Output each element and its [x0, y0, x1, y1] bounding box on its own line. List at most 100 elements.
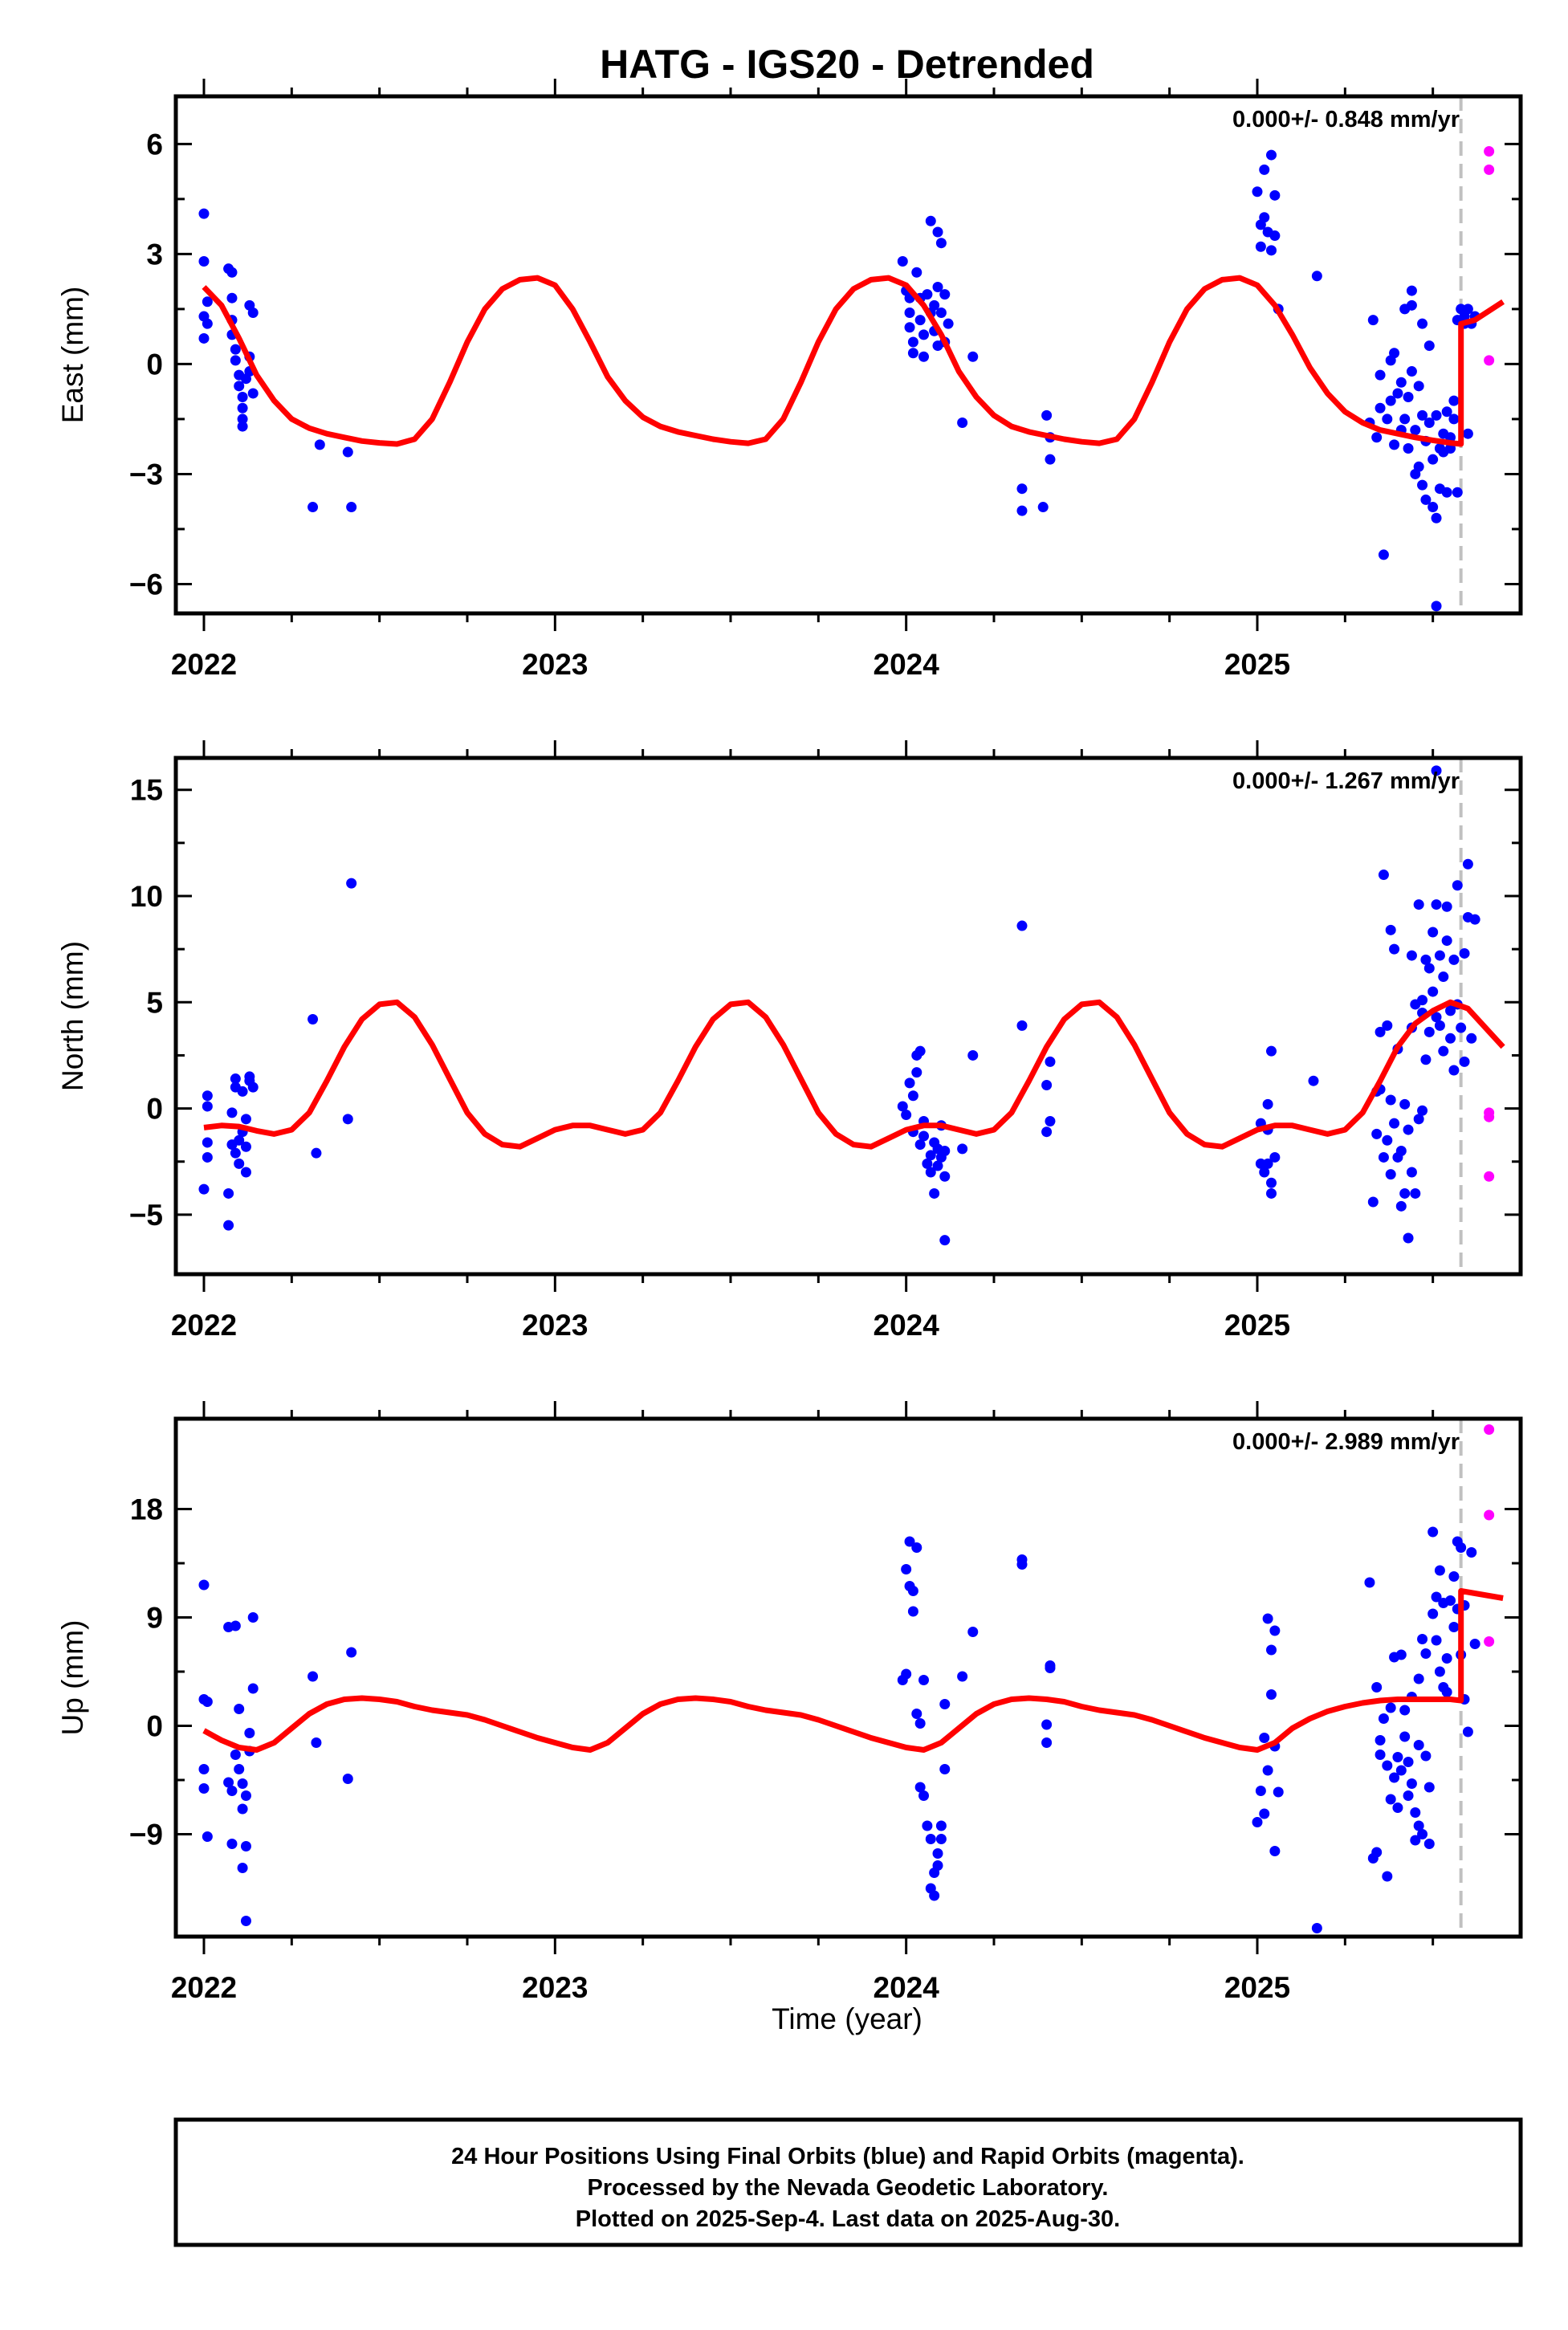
north-y-tick-label: 0: [146, 1093, 163, 1126]
up-final-point: [244, 1728, 255, 1738]
up-final-point: [226, 1839, 238, 1849]
north-final-point: [1399, 1098, 1411, 1110]
north-final-point: [1367, 1196, 1379, 1208]
up-rapid-point: [1484, 1636, 1495, 1647]
east-final-point: [1265, 149, 1277, 161]
east-final-point: [904, 307, 915, 318]
up-final-point: [234, 1764, 245, 1774]
east-rapid-point: [1484, 164, 1495, 175]
east-final-point: [1259, 212, 1270, 223]
north-final-point: [240, 1167, 251, 1178]
north-final-point: [925, 1150, 936, 1161]
east-final-point: [1252, 186, 1263, 198]
east-y-tick-label: −6: [129, 568, 163, 601]
up-y-tick-label: 18: [130, 1493, 163, 1526]
up-final-point: [1395, 1765, 1407, 1776]
north-panel: 15 10 5 0 −5 2022 2023 2024 2025 0.000+/- 1.267 m…: [56, 740, 1523, 1342]
north-final-point: [1385, 1169, 1396, 1180]
north-final-point: [957, 1143, 968, 1155]
north-final-point: [1431, 899, 1442, 910]
east-final-point: [1413, 381, 1424, 392]
up-final-point: [1417, 1634, 1428, 1644]
footer-frame: [173, 2117, 1523, 2247]
up-x-tick-label: 2023: [522, 1971, 588, 2004]
up-final-point: [901, 1668, 912, 1680]
up-final-point: [1413, 1673, 1424, 1684]
east-y-axis-label: East (mm): [56, 287, 89, 424]
east-final-point: [234, 381, 245, 392]
up-final-point: [247, 1683, 259, 1694]
north-final-point: [1399, 1187, 1411, 1199]
east-final-point: [1269, 230, 1281, 242]
up-final-point: [1427, 1526, 1439, 1538]
north-final-point: [240, 1114, 251, 1125]
up-final-point: [1469, 1639, 1480, 1649]
north-final-point: [1265, 1177, 1277, 1188]
up-final-point: [240, 1790, 251, 1801]
north-final-point: [1441, 901, 1452, 912]
north-final-point: [307, 1013, 319, 1024]
up-final-point: [967, 1627, 979, 1637]
north-x-tick-label: 2025: [1224, 1309, 1290, 1342]
north-rate-label: 0.000+/- 1.267 mm/yr: [1232, 768, 1460, 794]
up-final-point: [1045, 1660, 1056, 1671]
east-x-tick-label: 2024: [874, 648, 940, 681]
footer-line-3: Plotted on 2025-Sep-4. Last data on 2025…: [576, 2206, 1120, 2232]
east-final-point: [237, 421, 248, 432]
east-final-point: [1431, 409, 1442, 421]
north-final-point: [1431, 1012, 1442, 1023]
up-final-point: [918, 1790, 930, 1801]
east-final-point: [907, 336, 918, 348]
north-final-point: [1434, 950, 1445, 961]
north-final-point: [1417, 995, 1428, 1006]
up-final-point: [1371, 1847, 1383, 1858]
east-final-point: [957, 417, 968, 428]
up-rapid-point: [1484, 1509, 1495, 1521]
east-final-point: [918, 351, 930, 362]
east-final-point: [1431, 601, 1442, 612]
footer-box: 24 Hour Positions Using Final Orbits (bl…: [173, 2117, 1523, 2247]
up-final-point: [1269, 1846, 1281, 1856]
up-final-point: [237, 1803, 248, 1815]
up-final-point: [1378, 1713, 1389, 1724]
up-final-point: [935, 1820, 947, 1831]
east-final-point: [1375, 402, 1386, 413]
east-final-point: [1382, 413, 1393, 425]
north-final-point: [1403, 1124, 1414, 1135]
north-final-point: [1441, 935, 1452, 947]
north-final-point: [1423, 963, 1435, 974]
north-final-point: [1395, 1200, 1407, 1212]
east-final-point: [904, 322, 915, 333]
north-y-tick-label: 10: [130, 880, 163, 913]
north-rapid-point: [1484, 1111, 1495, 1122]
up-final-point: [1434, 1666, 1445, 1677]
up-final-point: [311, 1737, 322, 1748]
up-final-point: [1413, 1740, 1424, 1750]
north-final-point: [1462, 858, 1473, 870]
north-final-point: [914, 1045, 926, 1057]
east-x-tick-label: 2025: [1224, 648, 1290, 681]
east-final-point: [1265, 245, 1277, 256]
north-final-point: [230, 1073, 241, 1085]
north-x-tick-label: 2023: [522, 1309, 588, 1342]
up-final-point: [198, 1783, 210, 1794]
north-final-point: [1427, 927, 1439, 938]
up-final-point: [911, 1709, 922, 1719]
up-final-point: [202, 1697, 213, 1707]
up-final-point: [1259, 1733, 1270, 1743]
up-final-point: [247, 1612, 259, 1623]
east-final-point: [935, 307, 947, 318]
up-final-point: [1413, 1820, 1424, 1831]
up-final-point: [1403, 1790, 1414, 1801]
north-final-point: [223, 1187, 234, 1199]
up-final-point: [1427, 1608, 1439, 1619]
east-final-point: [1462, 303, 1473, 315]
east-rapid-point: [1484, 355, 1495, 366]
north-final-point: [1389, 1118, 1400, 1129]
east-final-point: [346, 502, 357, 513]
north-final-point: [1385, 1094, 1396, 1106]
east-x-tick-label: 2023: [522, 648, 588, 681]
north-final-point: [1459, 947, 1470, 959]
east-final-point: [1385, 395, 1396, 406]
east-final-point: [911, 267, 922, 278]
